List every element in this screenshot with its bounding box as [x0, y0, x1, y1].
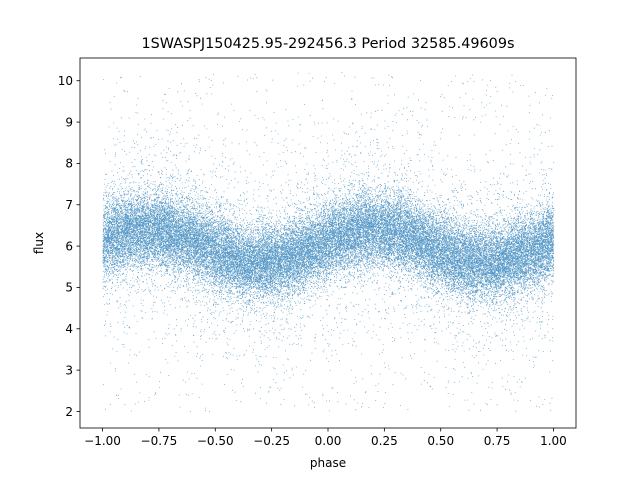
x-tick-label: 0.75: [484, 434, 511, 448]
y-tick-label: 7: [65, 198, 73, 212]
x-tick-label: 0.00: [315, 434, 342, 448]
y-axis-ticks: 2 3 4 5 6 7 8 9 10: [58, 74, 80, 419]
plot-frame: [79, 57, 577, 429]
x-tick-label: 0.25: [371, 434, 398, 448]
y-tick-label: 8: [65, 157, 73, 171]
x-tick-label: −0.50: [197, 434, 234, 448]
y-tick-label: 2: [65, 405, 73, 419]
x-tick-label: −0.25: [253, 434, 290, 448]
y-tick-label: 3: [65, 363, 73, 377]
y-tick-label: 4: [65, 322, 73, 336]
y-tick-label: 9: [65, 115, 73, 129]
y-tick-label: 6: [65, 239, 73, 253]
flux-points: [102, 72, 555, 412]
scatter-points: [102, 72, 555, 412]
x-tick-label: −0.75: [141, 434, 178, 448]
y-axis-label: flux: [32, 232, 46, 254]
x-tick-label: 1.00: [540, 434, 567, 448]
y-tick-label: 5: [65, 281, 73, 295]
x-tick-label: 0.50: [427, 434, 454, 448]
x-axis-label: phase: [310, 456, 346, 470]
y-tick-label: 10: [58, 74, 73, 88]
chart-title: 1SWASPJ150425.95-292456.3 Period 32585.4…: [142, 36, 515, 52]
x-tick-label: −1.00: [84, 434, 121, 448]
x-axis-ticks: −1.00 −0.75 −0.50 −0.25 0.00 0.25 0.50 0.75 1.00: [84, 428, 567, 448]
